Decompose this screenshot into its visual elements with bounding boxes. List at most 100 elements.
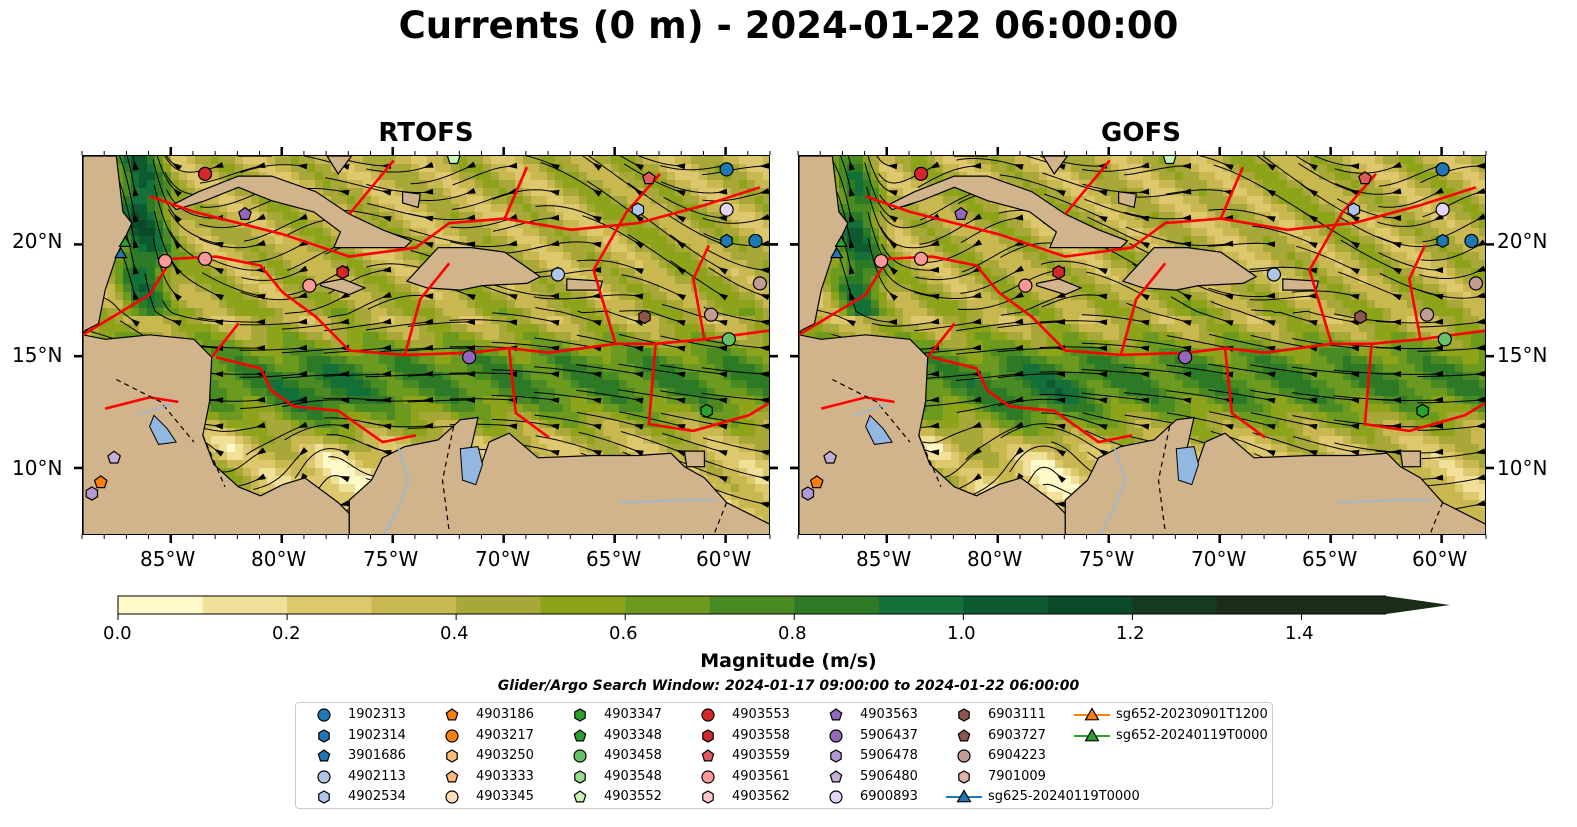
legend-marker-icon xyxy=(573,790,587,803)
observation-marker xyxy=(1435,202,1450,217)
legend-label: 4903559 xyxy=(732,748,790,763)
legend-marker-icon xyxy=(318,790,330,804)
observation-marker xyxy=(1468,276,1484,291)
legend-marker-icon xyxy=(445,728,459,743)
observation-marker xyxy=(642,171,656,185)
legend-label: 4903217 xyxy=(476,727,534,743)
colorbar-bin xyxy=(1301,596,1387,614)
legend-marker-icon xyxy=(445,769,459,782)
eez-boundaries xyxy=(799,159,1485,444)
land xyxy=(799,156,1485,534)
legend-marker-icon xyxy=(958,708,970,722)
country-borders xyxy=(832,378,1444,534)
legend-marker-icon xyxy=(446,749,458,763)
search-window-label: Glider/Argo Search Window: 2024-01-17 09… xyxy=(497,678,1080,694)
observation-marker xyxy=(720,233,733,249)
colorbar-bin xyxy=(456,596,542,614)
observation-marker xyxy=(302,278,317,293)
legend-marker-icon xyxy=(573,728,587,741)
observation-marker xyxy=(158,253,173,269)
observation-marker xyxy=(834,235,848,248)
legend-label: 5906480 xyxy=(860,768,918,784)
observation-marker xyxy=(1464,233,1479,249)
observation-marker xyxy=(1416,403,1429,418)
lon-tick-label: 75°W xyxy=(1079,547,1135,571)
colorbar-extend-arrow xyxy=(1386,596,1450,614)
rtofs-map xyxy=(82,155,770,535)
legend-label: 7901009 xyxy=(988,768,1046,784)
panel-title-rtofs: RTOFS xyxy=(378,118,474,148)
observation-marker xyxy=(631,202,645,217)
observation-marker xyxy=(830,246,844,259)
colorbar-bin xyxy=(371,596,457,614)
observation-marker xyxy=(719,202,734,217)
legend-label: 4903458 xyxy=(604,748,662,763)
legend-marker-icon xyxy=(701,749,715,762)
colorbar-tick-label: 0.0 xyxy=(103,623,132,644)
legend-marker-icon xyxy=(701,708,715,722)
lon-tick-label: 70°W xyxy=(1191,547,1247,571)
rivers xyxy=(138,403,716,534)
colorbar-tick-label: 1.2 xyxy=(1116,623,1145,644)
legend-marker-icon xyxy=(317,749,331,762)
legend-marker-icon xyxy=(317,769,331,784)
lon-tick-label: 80°W xyxy=(251,547,307,571)
observation-marker xyxy=(85,486,99,501)
observation-marker xyxy=(748,233,763,249)
observation-marker xyxy=(114,246,128,259)
observation-marker xyxy=(752,276,768,291)
observation-marker xyxy=(550,267,566,282)
legend-marker-icon xyxy=(829,790,843,804)
observation-marker xyxy=(913,251,929,266)
legend-marker-icon xyxy=(829,708,843,721)
observation-marker xyxy=(721,332,736,347)
gofs-map xyxy=(798,155,1486,535)
lat-tick-label: 15°N xyxy=(1497,343,1548,367)
legend-marker-icon xyxy=(957,749,971,763)
legend-label: 4903563 xyxy=(860,707,918,722)
legend-label: 4903548 xyxy=(604,768,662,784)
colorbar-bin xyxy=(202,596,288,614)
eez-boundaries xyxy=(83,159,769,444)
legend-label: 4903333 xyxy=(476,768,534,784)
legend-label: 3901686 xyxy=(348,748,406,763)
observation-marker xyxy=(719,162,734,177)
legend-marker-icon xyxy=(573,749,587,763)
colorbar-bin xyxy=(963,596,1049,614)
observation-marker xyxy=(1358,171,1372,185)
legend-marker-icon xyxy=(1074,707,1110,721)
observation-marker xyxy=(1162,156,1177,165)
figure-title: Currents (0 m) - 2024-01-22 06:00:00 xyxy=(398,4,1179,47)
lat-tick-label: 20°N xyxy=(1497,229,1548,253)
observation-marker xyxy=(954,206,968,221)
observation-marker xyxy=(913,166,929,181)
lon-tick-label: 65°W xyxy=(1302,547,1358,571)
lakes xyxy=(149,414,484,486)
legend-marker-icon xyxy=(829,769,843,782)
colorbar-bin xyxy=(1132,596,1218,614)
colorbar-bin xyxy=(540,596,626,614)
observation-marker xyxy=(462,350,477,365)
legend-label: 4903186 xyxy=(476,707,534,722)
panel-title-gofs: GOFS xyxy=(1101,118,1181,148)
observation-marker xyxy=(1347,202,1361,217)
observation-marker xyxy=(238,206,252,221)
colorbar-tick-label: 0.4 xyxy=(440,623,469,644)
lat-tick-label: 10°N xyxy=(1497,456,1548,480)
colorbar-bin xyxy=(118,596,204,614)
lon-tick-label: 85°W xyxy=(140,547,196,571)
legend-marker-icon xyxy=(318,728,330,743)
observation-marker xyxy=(107,450,122,464)
legend-label: 4903553 xyxy=(732,707,790,722)
observation-marker xyxy=(801,486,815,501)
legend-label: sg625-20240119T0000 xyxy=(988,789,1140,804)
legend-label: 4903558 xyxy=(732,727,790,743)
observation-marker xyxy=(1018,278,1033,293)
legend-marker-icon xyxy=(946,789,982,803)
observation-marker xyxy=(197,251,213,266)
observation-marker xyxy=(1052,265,1065,280)
legend-label: 5906437 xyxy=(860,727,918,743)
land xyxy=(83,156,769,534)
lat-tick-label: 10°N xyxy=(12,456,63,480)
legend-label: 4903552 xyxy=(604,789,662,804)
